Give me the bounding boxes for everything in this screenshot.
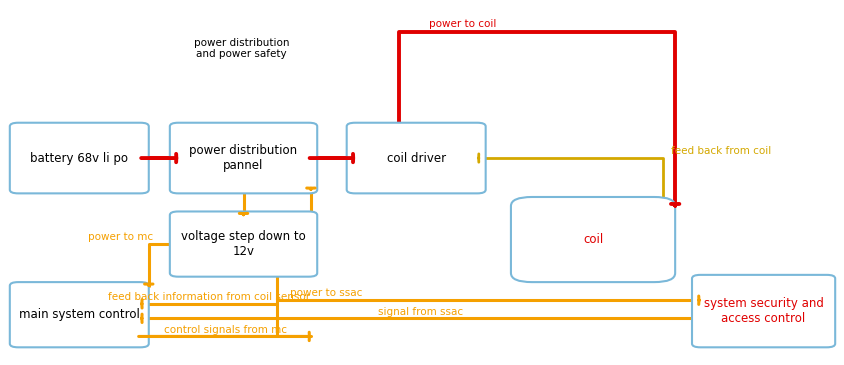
Text: power to mc: power to mc (88, 232, 153, 242)
Text: coil: coil (582, 233, 603, 246)
Text: power distribution
and power safety: power distribution and power safety (193, 38, 289, 59)
FancyBboxPatch shape (170, 211, 316, 277)
Text: power to coil: power to coil (428, 19, 495, 29)
Text: voltage step down to
12v: voltage step down to 12v (181, 230, 306, 258)
FancyBboxPatch shape (691, 275, 834, 347)
Text: system security and
access control: system security and access control (703, 297, 823, 325)
Text: power distribution
pannel: power distribution pannel (189, 144, 297, 172)
FancyBboxPatch shape (346, 123, 485, 193)
Text: main system control: main system control (19, 308, 139, 321)
Text: signal from ssac: signal from ssac (377, 307, 463, 316)
Text: feed back information from coil sensor: feed back information from coil sensor (107, 292, 310, 302)
Text: power to ssac: power to ssac (289, 288, 362, 299)
FancyBboxPatch shape (10, 123, 149, 193)
FancyBboxPatch shape (511, 197, 674, 282)
Text: control signals from mc: control signals from mc (164, 324, 287, 335)
Text: coil driver: coil driver (387, 151, 446, 165)
Text: battery 68v li po: battery 68v li po (30, 151, 128, 165)
FancyBboxPatch shape (10, 282, 149, 347)
FancyBboxPatch shape (170, 123, 316, 193)
Text: feed back from coil: feed back from coil (670, 146, 771, 156)
